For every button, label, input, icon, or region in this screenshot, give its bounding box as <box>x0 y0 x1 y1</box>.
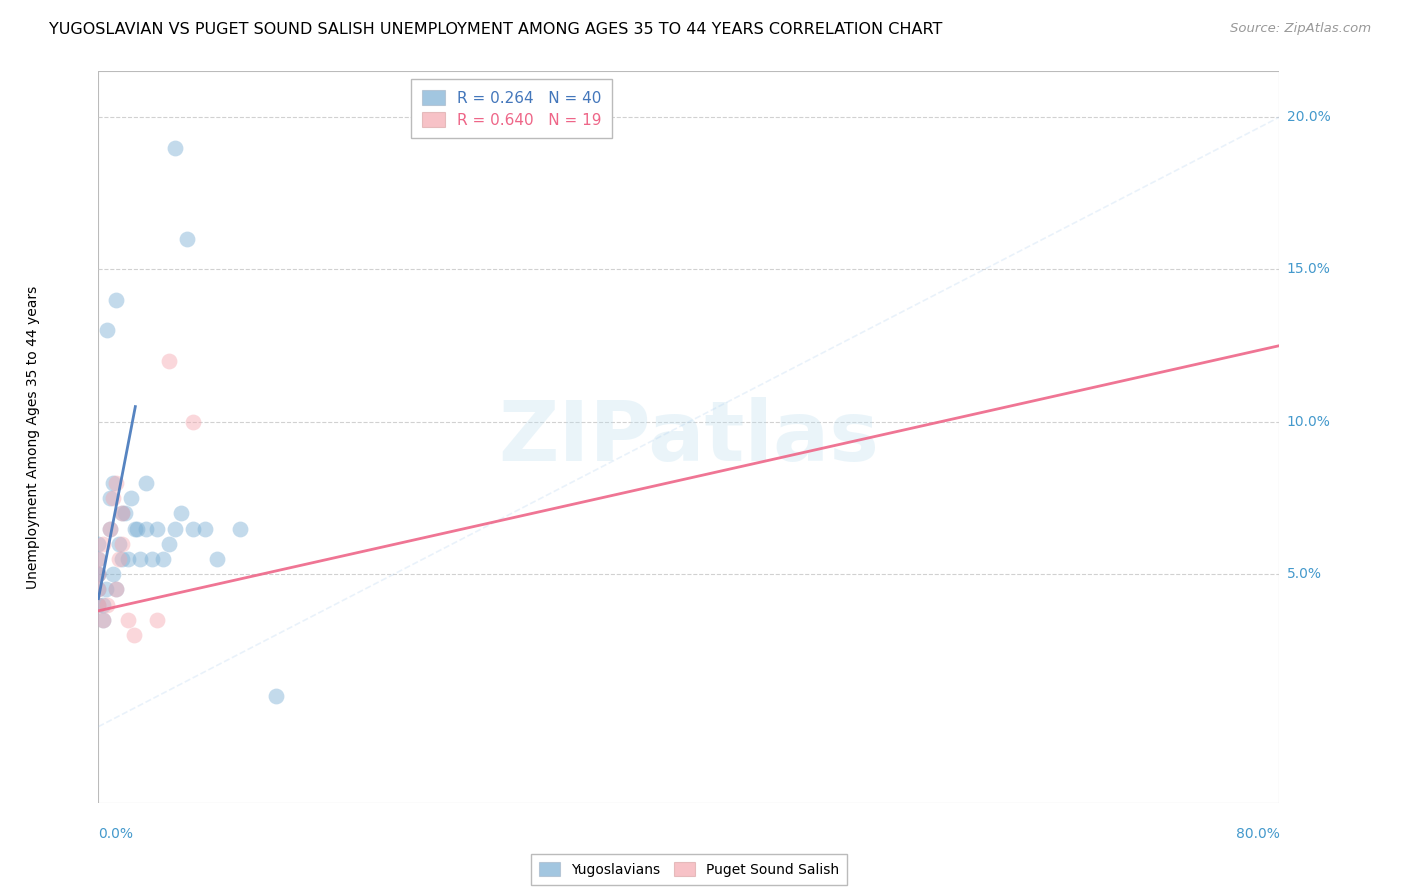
Point <box>105 582 128 597</box>
Point <box>87 552 110 566</box>
Point <box>157 354 180 368</box>
Point <box>170 506 193 520</box>
Point <box>120 491 142 505</box>
Point <box>87 567 110 582</box>
Point <box>108 552 131 566</box>
Text: Unemployment Among Ages 35 to 44 years: Unemployment Among Ages 35 to 44 years <box>27 285 41 589</box>
Point <box>111 506 134 520</box>
Point <box>205 552 228 566</box>
Point <box>98 521 121 535</box>
Point <box>135 475 157 490</box>
Point <box>87 552 110 566</box>
Point <box>103 475 125 490</box>
Text: YUGOSLAVIAN VS PUGET SOUND SALISH UNEMPLOYMENT AMONG AGES 35 TO 44 YEARS CORRELA: YUGOSLAVIAN VS PUGET SOUND SALISH UNEMPL… <box>49 22 942 37</box>
Point <box>96 598 118 612</box>
Point <box>152 552 174 566</box>
Point <box>157 537 180 551</box>
Point <box>114 506 136 520</box>
Point <box>105 475 128 490</box>
Point <box>194 521 217 535</box>
Text: 20.0%: 20.0% <box>1286 110 1330 124</box>
Point <box>91 613 114 627</box>
Point <box>91 537 114 551</box>
Point <box>146 613 169 627</box>
Point <box>135 521 157 535</box>
Point <box>87 582 110 597</box>
Point <box>105 582 128 597</box>
Point <box>91 598 114 612</box>
Text: 80.0%: 80.0% <box>1236 827 1279 841</box>
Point <box>87 537 110 551</box>
Point <box>229 521 252 535</box>
Text: 10.0%: 10.0% <box>1286 415 1330 429</box>
Point <box>181 521 204 535</box>
Point <box>87 598 110 612</box>
Point <box>146 521 169 535</box>
Legend: Yugoslavians, Puget Sound Salish: Yugoslavians, Puget Sound Salish <box>530 854 848 885</box>
Text: ZIPatlas: ZIPatlas <box>499 397 879 477</box>
Point <box>103 567 125 582</box>
Point <box>117 613 139 627</box>
Point <box>181 415 204 429</box>
Point <box>125 521 148 535</box>
Point <box>165 521 187 535</box>
Text: 5.0%: 5.0% <box>1286 567 1322 582</box>
Point <box>96 323 118 337</box>
Point <box>98 491 121 505</box>
Point <box>87 598 110 612</box>
Point <box>124 521 146 535</box>
Point <box>87 567 110 582</box>
Text: Source: ZipAtlas.com: Source: ZipAtlas.com <box>1230 22 1371 36</box>
Point <box>98 521 121 535</box>
Point <box>264 689 287 703</box>
Point <box>111 552 134 566</box>
Text: 0.0%: 0.0% <box>98 827 134 841</box>
Point <box>128 552 150 566</box>
Text: 15.0%: 15.0% <box>1286 262 1330 277</box>
Point <box>87 567 110 582</box>
Point <box>91 613 114 627</box>
Point <box>111 506 134 520</box>
Point <box>108 537 131 551</box>
Point <box>176 232 198 246</box>
Point <box>165 140 187 154</box>
Point <box>87 582 110 597</box>
Point <box>105 293 128 307</box>
Point <box>117 552 139 566</box>
Point <box>94 582 117 597</box>
Point <box>103 491 125 505</box>
Point <box>122 628 145 642</box>
Point <box>111 537 134 551</box>
Point <box>141 552 163 566</box>
